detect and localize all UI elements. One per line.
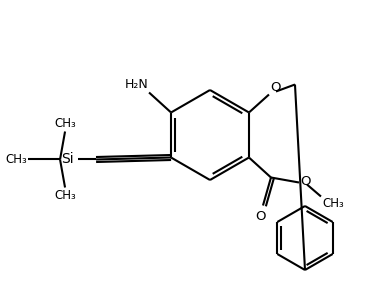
Text: Si: Si — [61, 153, 74, 166]
Text: CH₃: CH₃ — [322, 197, 344, 211]
Text: CH₃: CH₃ — [5, 153, 27, 166]
Text: O: O — [270, 81, 280, 93]
Text: O: O — [256, 211, 266, 224]
Text: H₂N: H₂N — [124, 77, 148, 90]
Text: O: O — [300, 175, 311, 188]
Text: CH₃: CH₃ — [54, 117, 76, 130]
Text: CH₃: CH₃ — [54, 189, 76, 202]
